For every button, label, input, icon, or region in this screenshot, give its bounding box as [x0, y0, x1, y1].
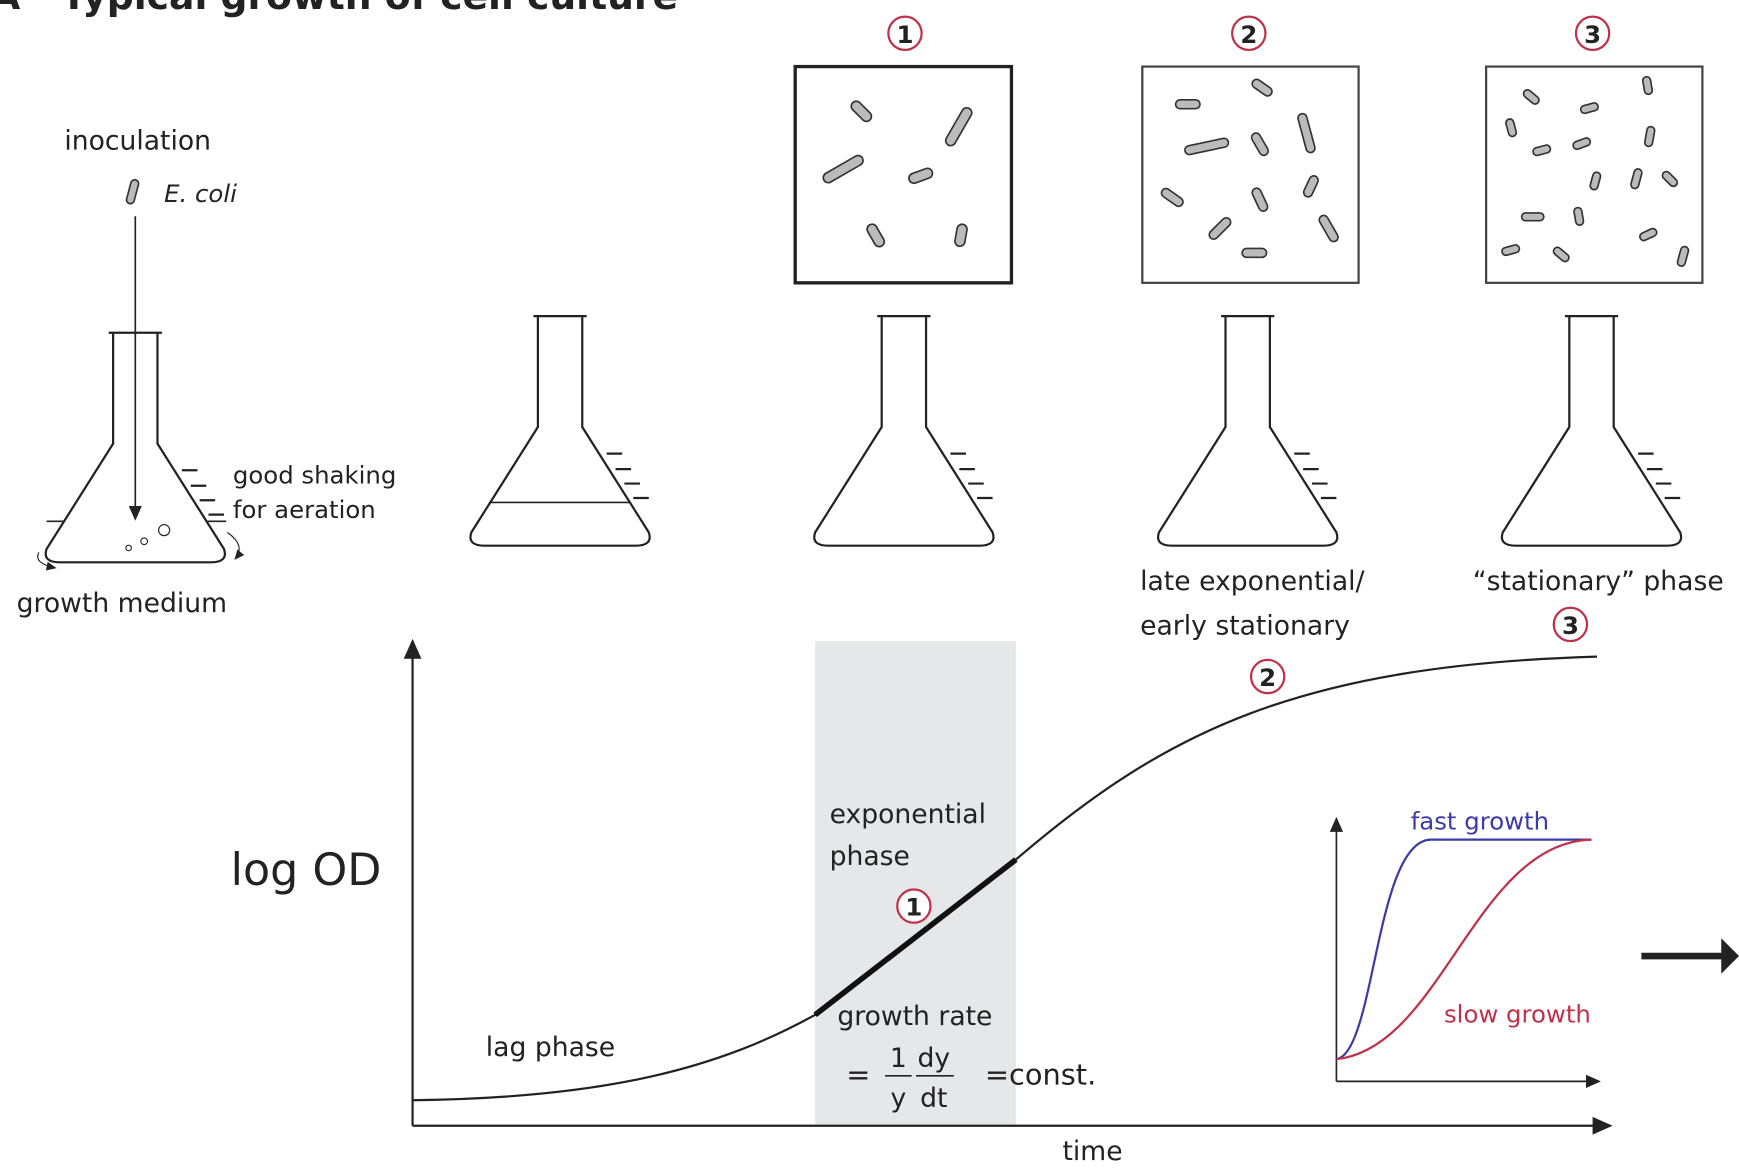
bacteria: [822, 75, 1690, 267]
number-circle: [896, 888, 932, 924]
lag-label: lag phase: [486, 1032, 615, 1063]
exponential-label: exponential: [830, 799, 986, 830]
number-label: 2: [1259, 663, 1276, 692]
number-label: 2: [1240, 20, 1257, 49]
flask: [44, 331, 227, 564]
number-circle: [1249, 658, 1286, 695]
fast-label: fast growth: [1411, 807, 1549, 836]
title: Typical growth of cell culture: [61, 0, 678, 18]
growth-curve: [412, 655, 1598, 1102]
equation: =const.: [985, 1058, 1096, 1092]
number-label: 3: [1562, 611, 1579, 640]
phase-label: late exponential/: [1140, 566, 1364, 597]
panel-label: A: [0, 0, 20, 18]
shaking-label: good shaking: [233, 461, 396, 490]
snapshot-box: [1141, 65, 1360, 284]
number-label: 1: [897, 20, 914, 49]
y-axis-label: log OD: [231, 845, 382, 896]
exponential-label: phase: [830, 841, 910, 872]
bacterium: [125, 179, 140, 205]
phase-label: “stationary” phase: [1473, 566, 1724, 597]
number-circle: [887, 15, 923, 52]
number-label: 3: [1584, 20, 1601, 49]
slow-curve: [1336, 838, 1592, 1061]
equation: =: [846, 1058, 870, 1092]
medium-label: growth medium: [17, 588, 227, 619]
equation: dy: [918, 1043, 951, 1074]
flask: [469, 314, 651, 547]
number-circle: [1552, 606, 1589, 643]
exponential-segment: [813, 857, 1018, 1018]
x-axis-label: time: [1062, 1136, 1122, 1167]
number-label: 1: [905, 893, 922, 922]
number-circle: [1231, 15, 1267, 52]
number-circle: [1574, 15, 1611, 52]
flask: [1156, 314, 1339, 547]
inoculation-label: inoculation: [64, 126, 211, 157]
equation: dt: [920, 1083, 947, 1114]
organism-label: E. coli: [164, 179, 237, 208]
slow-label: slow growth: [1444, 1000, 1591, 1029]
equation: y: [890, 1083, 906, 1114]
flask: [813, 314, 995, 547]
phase-label: early stationary: [1140, 610, 1350, 641]
shaking-label: for aeration: [233, 495, 376, 524]
equation: 1: [890, 1043, 907, 1074]
flask: [1500, 314, 1683, 547]
growth-rate-label: growth rate: [837, 1001, 992, 1032]
fast-curve: [1336, 838, 1592, 1061]
